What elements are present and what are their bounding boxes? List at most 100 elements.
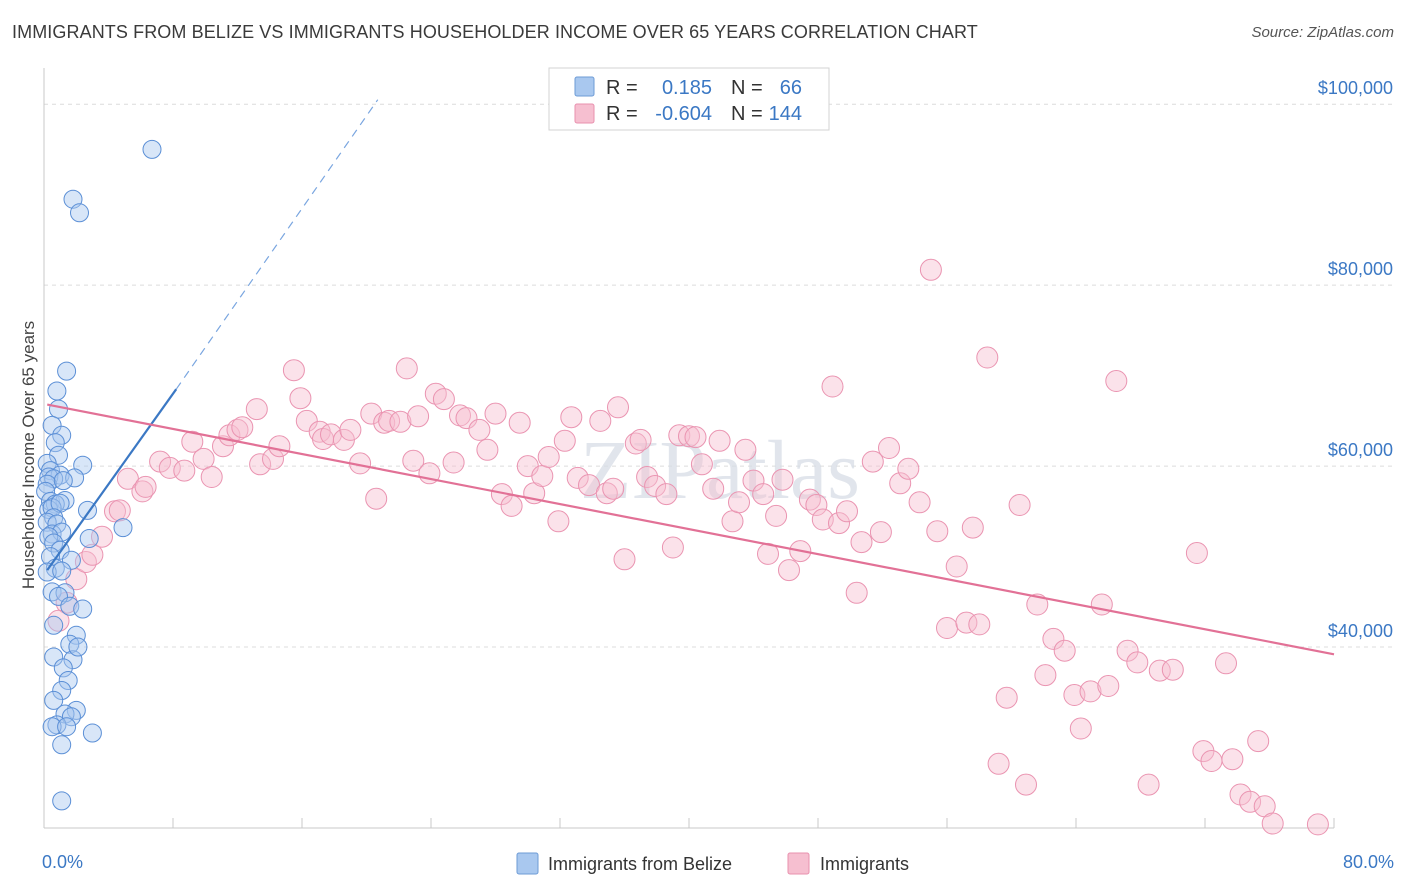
immigrants-point <box>442 451 465 474</box>
immigrants-point <box>537 446 560 468</box>
stat-r-label-belize: R = <box>606 77 638 99</box>
belize-point <box>73 599 93 619</box>
belize-point <box>37 512 57 532</box>
immigrants-point <box>1137 773 1160 796</box>
immigrants-point <box>845 581 868 604</box>
immigrants-point <box>1079 680 1102 703</box>
belize-point <box>44 615 64 635</box>
immigrants-point <box>919 258 942 281</box>
immigrants-point <box>821 375 844 398</box>
belize-point <box>57 361 77 381</box>
immigrants-point <box>500 494 523 517</box>
belize-point <box>79 529 99 548</box>
immigrants-point <box>173 459 196 482</box>
belize-point <box>66 700 86 720</box>
immigrants-point <box>869 521 892 544</box>
series-belize-points <box>36 139 162 811</box>
immigrants-point <box>1306 813 1329 836</box>
belize-point <box>52 791 72 811</box>
immigrants-point <box>1097 675 1120 697</box>
immigrants-point <box>468 418 491 441</box>
immigrants-point <box>424 382 447 405</box>
belize-point <box>44 690 64 710</box>
immigrants-point <box>432 388 455 411</box>
immigrants-point <box>231 416 254 439</box>
immigrants-point <box>721 510 744 533</box>
belize-point <box>45 433 65 453</box>
source-label: Source: ZipAtlas.com <box>1251 24 1394 41</box>
immigrants-point <box>836 500 858 523</box>
immigrants-point <box>936 617 958 639</box>
stat-n-value-belize: 66 <box>780 77 802 99</box>
belize-point <box>68 637 88 657</box>
immigrants-point <box>484 402 507 425</box>
immigrants-point <box>945 555 968 578</box>
stat-n-label-immigrants: N = <box>731 103 763 125</box>
legend-swatch-immigrants <box>574 103 595 124</box>
immigrants-point <box>1053 639 1076 662</box>
immigrants-point <box>476 438 499 461</box>
trend-line-immigrants <box>47 403 1335 656</box>
immigrants-point <box>1026 593 1049 616</box>
immigrants-point <box>636 466 659 488</box>
immigrants-point <box>531 465 554 487</box>
immigrants-point <box>566 466 589 489</box>
bottom-legend-label-immigrants: Immigrants <box>820 854 909 874</box>
belize-point <box>44 647 64 667</box>
immigrants-point <box>1090 593 1113 616</box>
immigrants-point <box>1034 664 1057 687</box>
belize-point <box>113 518 133 538</box>
immigrants-point <box>811 508 834 531</box>
immigrants-point <box>1161 658 1184 681</box>
immigrants-point <box>861 450 884 473</box>
immigrants-point <box>668 424 691 447</box>
y-tick-label: $100,000 <box>1318 78 1393 98</box>
immigrants-point <box>613 548 636 571</box>
immigrants-point <box>339 418 362 441</box>
belize-point <box>63 650 83 670</box>
immigrants-point <box>629 428 652 451</box>
x-ticks <box>43 818 1335 828</box>
immigrants-point <box>607 396 629 419</box>
immigrants-point <box>1247 730 1270 753</box>
immigrants-point <box>961 516 984 539</box>
immigrants-point <box>805 494 828 516</box>
immigrants-point <box>1215 652 1237 675</box>
y-tick-label: $80,000 <box>1328 259 1393 279</box>
trend-line-belize <box>46 388 178 571</box>
immigrants-point <box>908 491 931 514</box>
immigrants-point <box>320 423 342 446</box>
belize-point <box>70 203 89 223</box>
immigrants-point <box>395 357 418 380</box>
belize-point <box>37 562 57 582</box>
immigrants-point <box>589 409 612 432</box>
belize-point <box>53 471 73 491</box>
immigrants-point <box>1239 790 1262 813</box>
immigrants-point <box>47 609 70 632</box>
immigrants-point <box>192 447 215 470</box>
immigrants-point <box>108 499 131 522</box>
belize-point <box>61 707 81 727</box>
immigrants-point <box>661 536 684 559</box>
immigrants-point <box>560 406 583 429</box>
y-axis-label: Householder Income Over 65 years <box>19 321 38 589</box>
immigrants-point <box>508 411 531 434</box>
immigrants-point <box>378 409 401 432</box>
immigrants-point <box>690 453 713 476</box>
immigrants-point <box>212 435 234 458</box>
immigrants-point <box>1105 370 1128 392</box>
immigrants-point <box>968 613 991 636</box>
stat-r-label-immigrants: R = <box>606 103 638 125</box>
immigrants-point <box>765 504 788 527</box>
immigrants-point <box>987 752 1010 775</box>
belize-point <box>47 381 67 401</box>
immigrants-point <box>282 359 305 382</box>
trend-lines <box>46 99 1335 656</box>
immigrants-point <box>595 482 618 505</box>
x-tick-label-end: 80.0% <box>1343 852 1394 872</box>
stat-r-value-belize: 0.185 <box>662 77 712 99</box>
immigrants-point <box>245 398 268 421</box>
legend-swatch-belize <box>574 76 595 97</box>
immigrants-point <box>684 426 707 449</box>
